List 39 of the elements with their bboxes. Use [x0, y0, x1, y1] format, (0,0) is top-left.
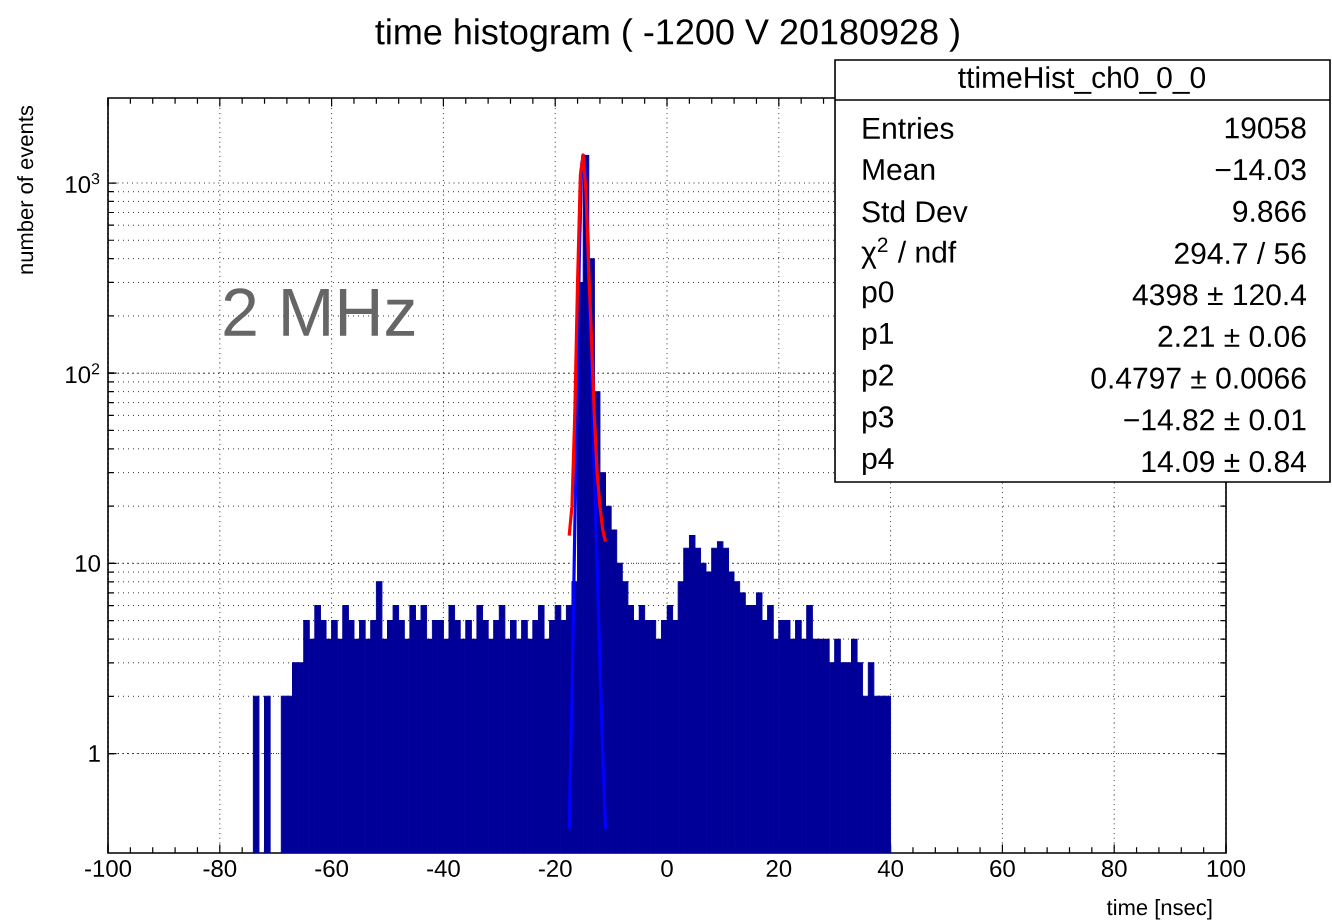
annotation: p4 [863, 448, 894, 475]
annotation: Mean [863, 159, 935, 181]
annotation: p0 [863, 281, 894, 309]
x-tick-label: 0 [661, 860, 673, 878]
x-tick-label: 40 [877, 860, 904, 878]
text: 9.866 [1233, 200, 1306, 222]
line-series [567, 153, 608, 544]
y-tick-label: 10$^{2}$ [66, 363, 100, 384]
x-axis-title: time [nsec] [1106, 899, 1212, 920]
x-tick-label: 20 [766, 860, 792, 878]
annotation: 14.09 ± 0.84 [1142, 450, 1307, 473]
y-tick-label: 10$^{3}$ [66, 172, 100, 194]
annotation: 0.4797 ± 0.0066 [1091, 367, 1306, 389]
y-axis-title: number of events [17, 105, 34, 274]
annotation: 2 MHz [224, 288, 415, 336]
annotation: Entries [863, 116, 954, 139]
x-tick-label: -60 [315, 860, 349, 878]
x-tick-label: -20 [538, 860, 572, 878]
annotation: 2.21 ± 0.06 [1158, 325, 1306, 348]
annotation: p2 [863, 364, 893, 392]
annotation: 294.7 / 56 [1175, 242, 1306, 265]
annotation: 4398 ± 120.4 [1132, 284, 1307, 306]
annotation: p1 [863, 323, 893, 350]
chart-title: time histogram ( -1200 V 20180928 ) [375, 18, 959, 52]
x-tick-label: -40 [427, 860, 460, 878]
annotation: χ$^{2}$ / ndf [861, 237, 957, 269]
x-tick-label: -80 [203, 860, 237, 878]
y-tick-label: 10 [76, 554, 101, 572]
x-tick-label: 100 [1207, 860, 1246, 878]
text: ttimeHist_ch0_0_0 [958, 66, 1206, 94]
x-tick-label: 60 [990, 860, 1015, 878]
annotation: Std Dev [862, 200, 968, 223]
x-tick-label: 80 [1101, 860, 1127, 878]
annotation: −14.03 [1215, 159, 1306, 181]
x-tick-label: -100 [85, 860, 132, 878]
annotation: 19058 [1225, 117, 1306, 139]
annotation: p3 [863, 406, 894, 434]
y-tick-label: 1 [89, 745, 100, 762]
annotation: −14.82 ± 0.01 [1124, 409, 1306, 431]
